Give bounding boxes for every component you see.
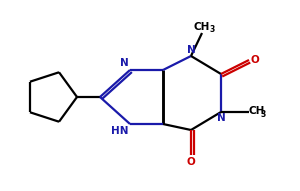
Text: N: N (120, 58, 129, 68)
Text: N: N (217, 113, 225, 123)
Text: HN: HN (112, 126, 129, 136)
Text: O: O (187, 157, 195, 167)
Text: 3: 3 (210, 25, 215, 34)
Text: O: O (251, 55, 260, 65)
Text: CH: CH (194, 22, 210, 32)
Text: 3: 3 (261, 109, 266, 118)
Text: N: N (187, 45, 195, 55)
Text: CH: CH (249, 106, 266, 116)
